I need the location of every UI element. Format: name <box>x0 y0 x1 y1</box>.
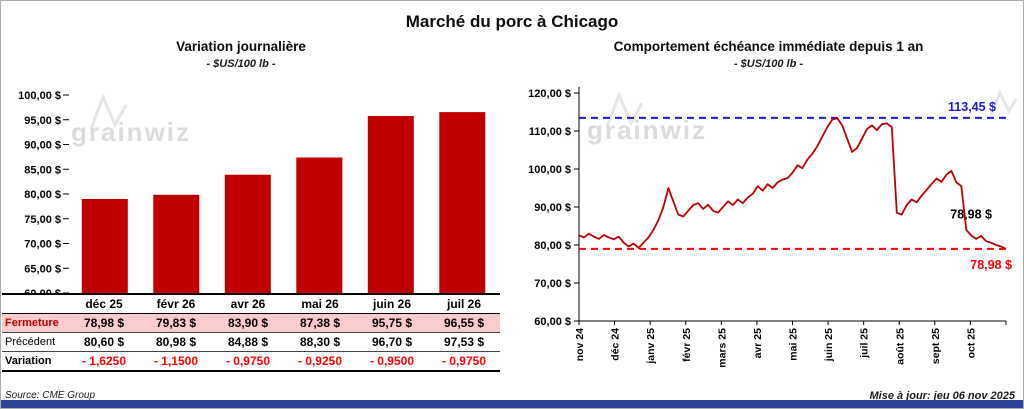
bar-chart-title: Variation journalière <box>176 39 306 54</box>
table-cell: - 0,9750 <box>428 351 500 372</box>
y-axis-label: 70,00 $ <box>24 239 61 251</box>
table-col-header: juil 26 <box>428 293 500 314</box>
bar-chart: grainwiz 60,00 $ 65,00 $ 70,00 $ 75,00 $ 80,0… <box>18 90 486 293</box>
x-axis-label: mars 25 <box>716 328 728 368</box>
x-axis-label: août 25 <box>894 328 906 365</box>
table-row-label: Fermeture <box>2 313 68 333</box>
table-cell: 84,88 $ <box>212 332 284 352</box>
line-chart: grainwiz 60,00 $ 70,00 $ 80,00 $ 90,00 $ 100,… <box>528 87 1018 368</box>
page-title: Marché du porc à Chicago <box>405 12 619 31</box>
x-axis-label: mai 25 <box>788 328 800 361</box>
line-chart-title: Comportement échéance immédiate depuis 1… <box>613 39 924 54</box>
bar-chart-subtitle: - $US/100 lb - <box>206 58 276 70</box>
table-cell: - 0,9750 <box>212 351 284 372</box>
watermark-text: grainwiz <box>587 115 707 145</box>
x-axis-label: nov 24 <box>574 328 586 361</box>
table-col-header: févr 26 <box>140 293 212 314</box>
table-cell: 97,53 $ <box>428 332 500 352</box>
table-cell: 78,98 $ <box>68 313 140 333</box>
y-axis-label: 80,00 $ <box>24 189 61 201</box>
watermark-zigzag-icon <box>605 90 644 128</box>
table-row: Précédent 80,60 $80,98 $84,88 $88,30 $96,… <box>2 332 500 352</box>
table-row: Variation - 1,6250- 1,1500- 0,9750- 0,925… <box>2 351 500 372</box>
table-cell: - 1,1500 <box>140 351 212 372</box>
y-axis-label: 75,00 $ <box>24 214 61 226</box>
x-axis-label: févr 25 <box>681 328 693 362</box>
table-corner <box>2 293 68 314</box>
x-axis-label: déc 24 <box>610 328 622 361</box>
y-axis-label: 60,00 $ <box>24 288 61 293</box>
table-cell: 87,38 $ <box>284 313 356 333</box>
bottom-accent-bar <box>1 400 1023 408</box>
table-cell: - 1,6250 <box>68 351 140 372</box>
line-chart-subtitle: - $US/100 lb - <box>733 58 804 70</box>
watermark-zigzag-icon <box>989 89 1018 116</box>
table-cell: - 0,9250 <box>284 351 356 372</box>
table-cell: 88,30 $ <box>284 332 356 352</box>
y-axis-label: 110,00 $ <box>529 126 571 138</box>
table-cell: 80,60 $ <box>68 332 140 352</box>
bar <box>296 157 343 293</box>
update-note: Mise à jour: jeu 06 nov 2025 <box>869 390 1015 402</box>
source-note: Source: CME Group <box>5 390 96 401</box>
table-col-header: juin 26 <box>356 293 428 314</box>
table-col-header: déc 25 <box>68 293 140 314</box>
y-axis-label: 100,00 $ <box>18 90 61 102</box>
x-axis-label: janv 25 <box>645 328 657 365</box>
y-axis-label: 80,00 $ <box>534 240 571 252</box>
y-axis-label: 65,00 $ <box>24 263 61 275</box>
table-row-label: Variation <box>2 351 68 372</box>
y-axis-label: 120,00 $ <box>528 88 571 100</box>
x-axis-label: sept 25 <box>930 328 942 364</box>
x-axis-label: juin 25 <box>823 328 835 362</box>
grainwiz-watermark: grainwiz <box>71 92 191 147</box>
grainwiz-watermark: grainwiz <box>587 90 707 145</box>
current-value-label: 78,98 $ <box>970 258 1012 272</box>
price-table: déc 25 févr 26 avr 26 mai 26 juin 26 juil 26 F… <box>2 293 500 372</box>
y-axis-label: 70,00 $ <box>534 278 571 290</box>
x-axis-label: avr 25 <box>752 328 764 359</box>
x-axis-label: oct 25 <box>965 328 977 359</box>
watermark-text: grainwiz <box>71 117 191 147</box>
max-value-label: 113,45 $ <box>948 100 996 114</box>
last-price-label: 78,98 $ <box>950 207 992 221</box>
table-cell: 80,98 $ <box>140 332 212 352</box>
table-col-header: mai 26 <box>284 293 356 314</box>
table-header-row: déc 25 févr 26 avr 26 mai 26 juin 26 juil 26 <box>2 293 500 314</box>
bar <box>367 116 414 293</box>
table-cell: 79,83 $ <box>140 313 212 333</box>
y-axis-label: 85,00 $ <box>24 164 61 176</box>
table-col-header: avr 26 <box>212 293 284 314</box>
table-cell: 83,90 $ <box>212 313 284 333</box>
bar <box>224 174 271 293</box>
table-cell: 96,70 $ <box>356 332 428 352</box>
price-line <box>578 117 1007 250</box>
y-axis-label: 60,00 $ <box>534 316 571 328</box>
table-row: Fermeture 78,98 $79,83 $83,90 $87,38 $95,… <box>2 313 500 333</box>
y-axis-label: 90,00 $ <box>24 140 61 152</box>
bar <box>439 112 486 293</box>
y-axis-label: 100,00 $ <box>528 164 571 176</box>
table-cell: 95,75 $ <box>356 313 428 333</box>
table-cell: 96,55 $ <box>428 313 500 333</box>
bar <box>153 194 200 293</box>
table-row-label: Précédent <box>2 332 68 352</box>
x-axis-label: juil 25 <box>859 328 871 359</box>
bar <box>81 199 128 293</box>
watermark-zigzag-icon <box>89 92 128 130</box>
table-cell: - 0,9500 <box>356 351 428 372</box>
y-axis-label: 95,00 $ <box>24 115 61 127</box>
y-axis-label: 90,00 $ <box>534 202 571 214</box>
